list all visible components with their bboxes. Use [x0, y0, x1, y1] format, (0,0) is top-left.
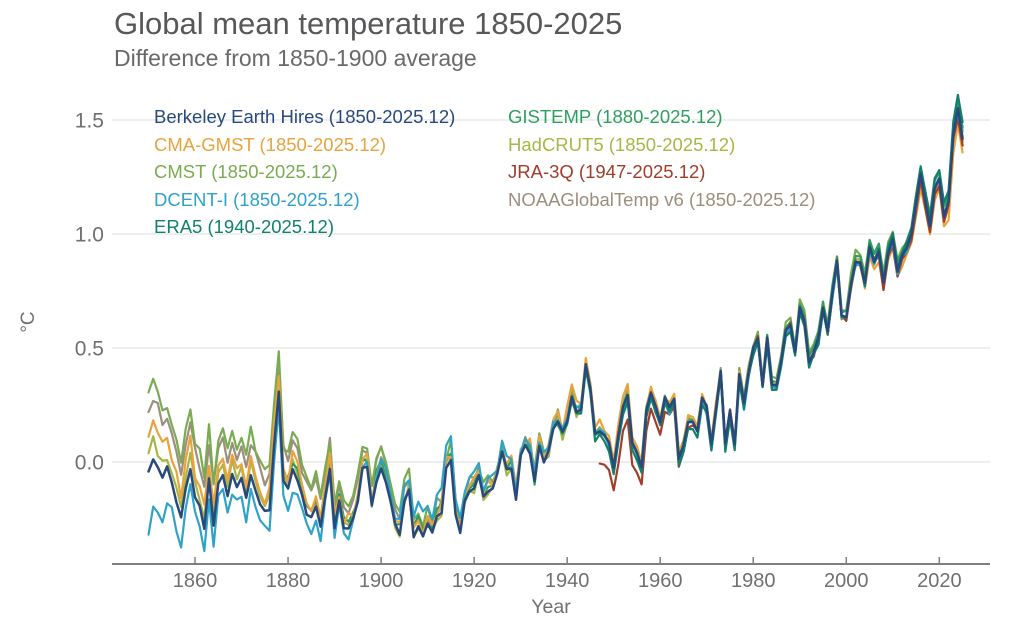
legend-column-right: GISTEMP (1880-2025.12) HadCRUT5 (1850-202…: [508, 103, 815, 213]
x-tick-label-1920: 1920: [452, 570, 497, 592]
legend-item-cma_gmst: CMA-GMST (1850-2025.12): [154, 133, 387, 155]
series-lines-layer: [147, 93, 964, 553]
x-tick-label-2000: 2000: [824, 570, 869, 592]
x-tick-label-1980: 1980: [731, 570, 776, 592]
x-tick-label-1900: 1900: [359, 570, 404, 592]
x-tick-label-1880: 1880: [266, 570, 311, 592]
legend-item-hadcrut5: HadCRUT5 (1850-2025.12): [508, 133, 736, 155]
y-tick-label-1.5: 1.5: [75, 110, 104, 133]
title-block: Global mean temperature 1850-2025 Differ…: [114, 6, 622, 72]
series-line-berkeley: [147, 106, 964, 539]
legend-item-era5: ERA5 (1940-2025.12): [154, 216, 334, 238]
x-tick-label-2020: 2020: [917, 570, 962, 592]
legend-item-noaa: NOAAGlobalTemp v6 (1850-2025.12): [508, 188, 816, 210]
legend-item-dcent: DCENT-I (1850-2025.12): [154, 188, 360, 210]
page-title: Global mean temperature 1850-2025: [114, 6, 623, 41]
y-tick-label-1.0: 1.0: [75, 224, 104, 247]
gridlines-layer: 0.0 0.5 1.0 1.5: [75, 110, 990, 475]
x-tick-label-1960: 1960: [638, 570, 683, 592]
y-tick-label-0.5: 0.5: [75, 338, 104, 361]
x-tick-label-1940: 1940: [545, 570, 590, 592]
legend-item-jra3q: JRA-3Q (1947-2025.12): [508, 161, 706, 183]
page-subtitle: Difference from 1850-1900 average: [114, 45, 477, 71]
y-axis-title: °C: [18, 311, 39, 332]
legend-column-left: Berkeley Earth Hires (1850-2025.12) CMA-G…: [154, 103, 455, 241]
legend-item-gistemp: GISTEMP (1880-2025.12): [508, 106, 723, 127]
axis-layer: 1860 1880 1900 1920 1940 1960 1980 2000 2020: [112, 557, 990, 592]
legend-item-berkeley: Berkeley Earth Hires (1850-2025.12): [154, 106, 456, 127]
legend-item-cmst: CMST (1850-2025.12): [154, 161, 338, 183]
x-axis-title: Year: [531, 596, 571, 618]
x-tick-label-1860: 1860: [173, 570, 218, 592]
y-tick-label-0.0: 0.0: [75, 452, 104, 475]
